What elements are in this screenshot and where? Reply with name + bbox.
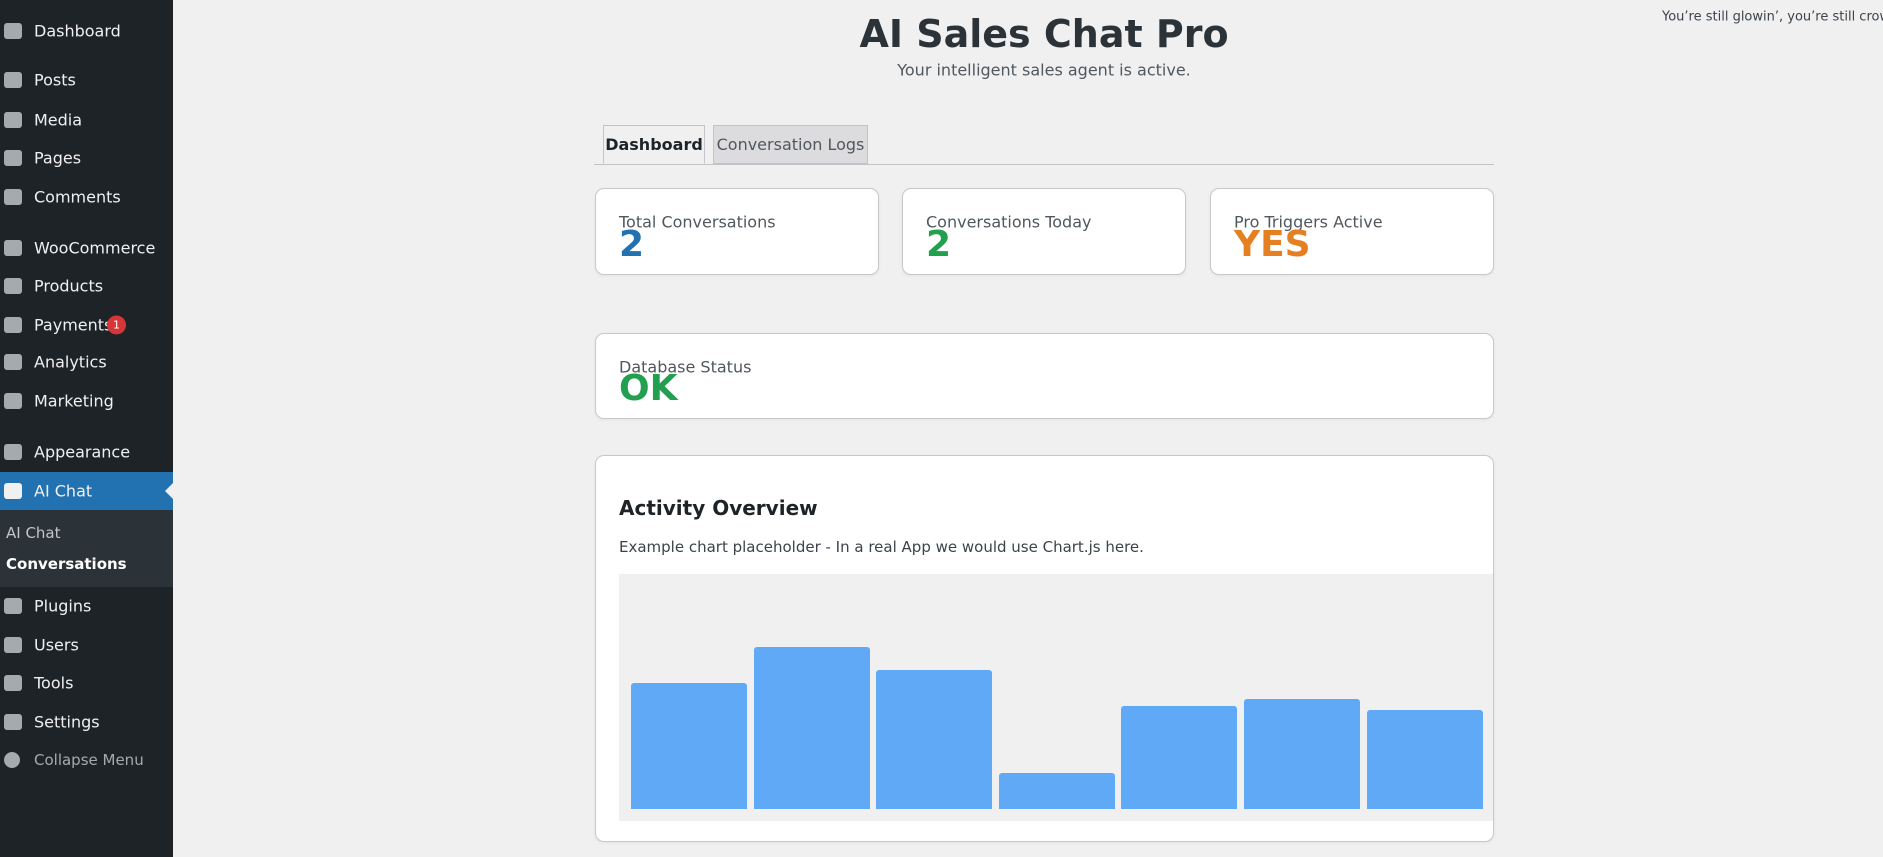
stat-label: Total Conversations [619,212,776,232]
bar [876,670,993,809]
menu-icon [4,637,22,653]
menu-item[interactable]: Collapse Menu [34,751,144,769]
menu-icon [4,752,20,768]
activity-card: Activity Overview Example chart placehol… [595,455,1494,842]
menu-icon [4,240,22,256]
stat-value: 2 [926,224,952,265]
stat-value: YES [1234,224,1311,265]
admin-sidebar: Dashboard Posts Media Pages Comments WooComme… [0,0,173,857]
page-title: AI Sales Chat Pro [859,12,1229,56]
menu-item[interactable]: Tools [34,673,74,693]
menu-icon [4,393,22,409]
menu-icon [4,189,22,205]
menu-item[interactable]: AI Chat [34,481,93,501]
menu-icon [4,112,22,128]
menu-icon [4,72,22,88]
menu-icon [4,354,22,370]
menu-item[interactable]: Appearance [34,442,131,462]
chart-area [619,574,1493,821]
menu-icon [4,675,22,691]
menu-item[interactable]: Pages [34,148,82,168]
menu-item[interactable]: Plugins [34,596,92,616]
menu-item[interactable]: Products [34,276,104,296]
menu-item[interactable]: WooCommerce [34,238,156,258]
activity-description: Example chart placeholder - In a real Ap… [619,538,1144,556]
menu-item[interactable]: Marketing [34,391,114,411]
menu-item[interactable]: Dashboard [34,21,121,41]
tab-conversation-logs[interactable]: Conversation Logs [713,125,868,164]
bar [631,683,747,809]
menu-icon [4,714,22,730]
menu-icon [4,150,22,166]
stat-value: 2 [619,224,645,265]
tab-dashboard[interactable]: Dashboard [603,125,705,164]
status-value: OK [619,368,678,409]
menu-icon [4,444,22,460]
tab-line [594,164,1494,165]
bar [753,647,870,809]
stat-label: Conversations Today [926,212,1092,232]
menu-icon [4,483,22,499]
status-label: Database Status [619,357,752,377]
menu-item[interactable]: Media [34,110,83,130]
menu-item[interactable]: Analytics [34,352,107,372]
menu-item[interactable]: Comments [34,187,121,207]
page-subtitle: Your intelligent sales agent is active. [897,60,1191,80]
menu-icon [4,317,22,333]
bar [1366,710,1483,809]
bar [1121,706,1238,809]
stat-card: Total Conversations 2 [595,188,879,275]
submenu-item[interactable]: AI Chat [6,524,61,542]
menu-item[interactable]: Users [34,635,79,655]
submenu-item[interactable]: Conversations [6,555,127,573]
bar [998,773,1115,809]
stat-card: Pro Triggers Active YES [1210,188,1494,275]
menu-item[interactable]: Posts [34,70,76,90]
menu-item[interactable]: Payments [34,315,113,335]
hello-dolly: You’re still glowin’, you’re still crowi… [1662,9,1883,25]
submenu-bg [0,510,173,587]
notification-badge: 1 [107,315,126,335]
menu-icon [4,598,22,614]
menu-icon [4,278,22,294]
stat-card: Conversations Today 2 [902,188,1186,275]
stat-label: Pro Triggers Active [1234,212,1383,232]
active-arrow [165,483,173,499]
bar [1244,699,1360,809]
menu-item[interactable]: Settings [34,712,100,732]
menu-icon [4,23,22,39]
status-card: Database Status OK [595,333,1494,419]
activity-title: Activity Overview [619,496,818,520]
active-menu-bg [0,472,173,510]
